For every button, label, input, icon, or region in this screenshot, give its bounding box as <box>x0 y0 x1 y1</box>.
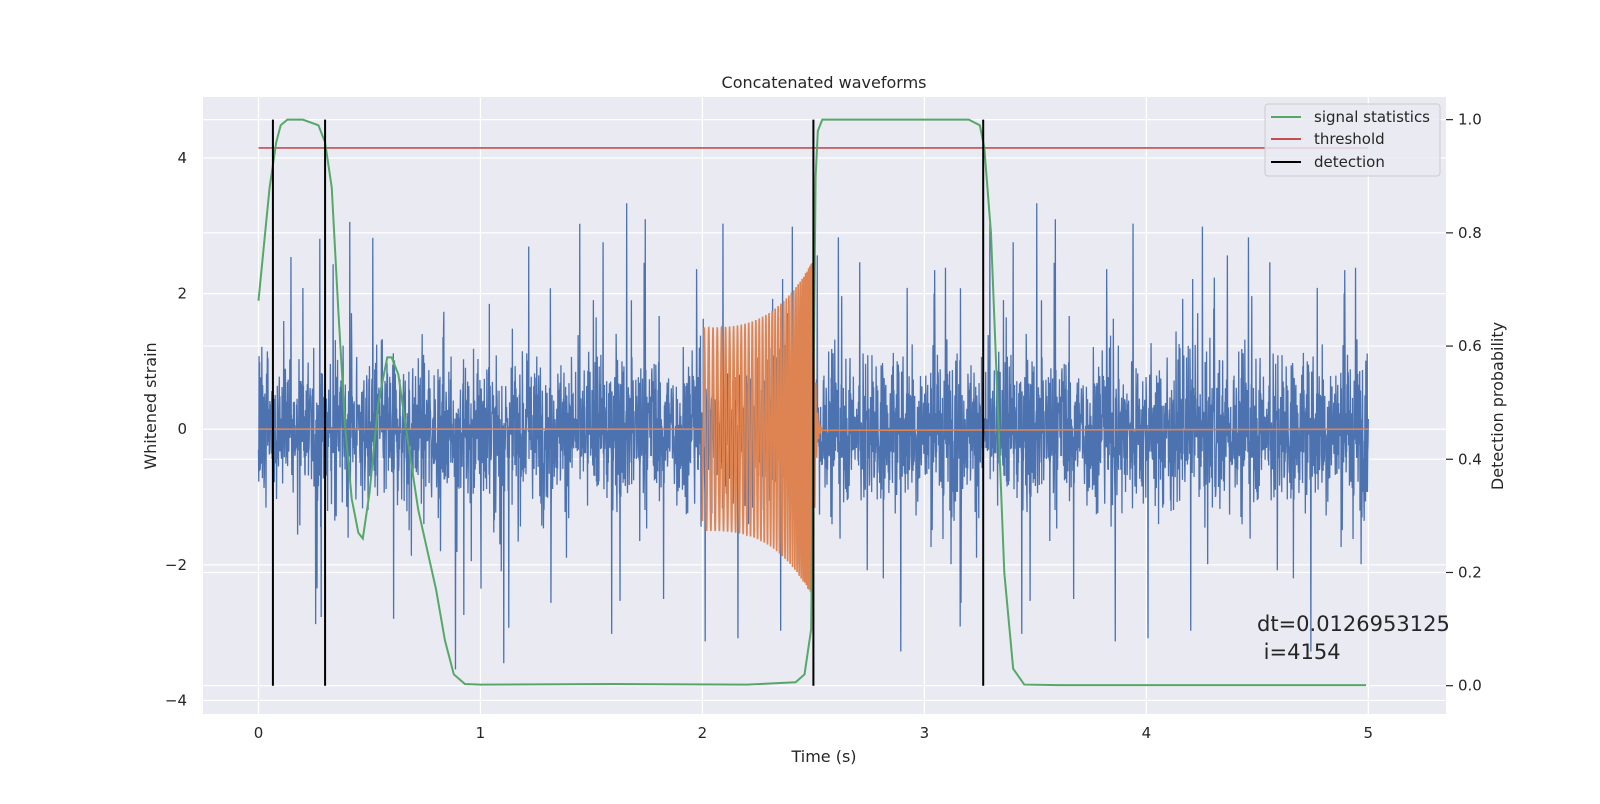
template-waveform-line <box>258 263 1369 597</box>
y-axis-right-label: Detection probability <box>1488 322 1507 490</box>
y-tick-label: 4 <box>177 149 187 167</box>
series-layer <box>257 118 1369 687</box>
annotation-dt: dt=0.0126953125 <box>1257 612 1450 636</box>
y-tick-label: 2 <box>177 285 187 303</box>
y-right-tick-label: 0.4 <box>1458 450 1482 468</box>
x-tick-label: 4 <box>1142 724 1152 742</box>
x-tick-label: 3 <box>920 724 930 742</box>
y-right-tick-label: 0.6 <box>1458 337 1482 355</box>
x-tick-label: 5 <box>1364 724 1374 742</box>
legend: signal statistics threshold detection <box>1264 103 1441 177</box>
x-tick-label: 1 <box>476 724 486 742</box>
legend-label-statistics: signal statistics <box>1314 108 1430 126</box>
y-tick-label: −4 <box>165 691 187 709</box>
y-tick-label: 0 <box>177 420 187 438</box>
x-tick-label: 0 <box>254 724 264 742</box>
x-tick-label: 2 <box>698 724 708 742</box>
y-axis-label: Whitened strain <box>141 342 160 469</box>
y-right-tick-label: 0.8 <box>1458 224 1482 242</box>
y-right-tick-label: 0.2 <box>1458 563 1482 581</box>
y-right-tick-label: 0.0 <box>1458 677 1482 695</box>
legend-label-detection: detection <box>1314 153 1385 171</box>
legend-box <box>1264 103 1441 177</box>
chart-title: Concatenated waveforms <box>722 73 927 92</box>
x-axis-label: Time (s) <box>790 747 856 766</box>
y-right-tick-label: 1.0 <box>1458 111 1482 129</box>
y-tick-label: −2 <box>165 556 187 574</box>
ticks: 0 1 2 3 4 5 4 2 0 −2 −4 1.0 0.8 0.6 0.4 0.2 0.0 <box>165 111 1482 742</box>
annotation-index: i=4154 <box>1257 640 1341 664</box>
legend-label-threshold: threshold <box>1314 130 1385 148</box>
